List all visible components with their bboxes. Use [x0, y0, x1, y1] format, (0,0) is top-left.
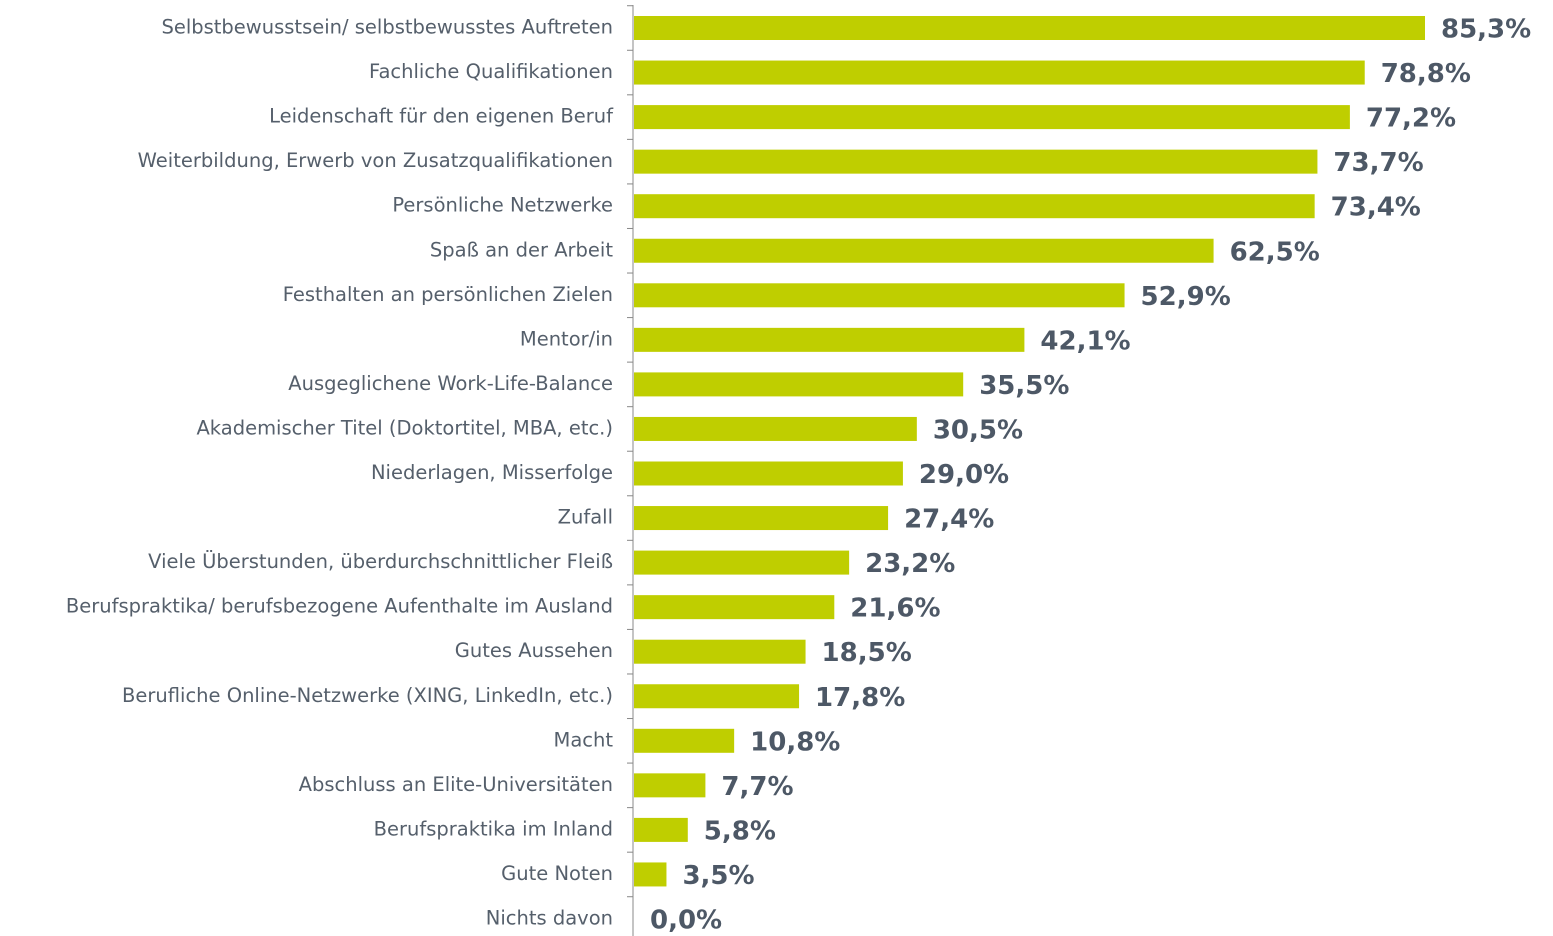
value-label: 10,8% [750, 727, 840, 757]
value-label: 77,2% [1366, 104, 1456, 134]
category-label: Weiterbildung, Erwerb von Zusatzqualifik… [138, 149, 613, 172]
bar [634, 773, 706, 798]
category-label: Spaß an der Arbeit [430, 238, 613, 261]
bar [634, 238, 1214, 263]
bar [634, 639, 806, 664]
bar [634, 60, 1365, 85]
category-label: Berufspraktika/ berufsbezogene Aufenthal… [66, 595, 613, 618]
bar [634, 595, 835, 620]
category-label: Viele Überstunden, überdurchschnittliche… [148, 550, 613, 573]
value-label: 27,4% [904, 505, 994, 535]
bar [634, 550, 850, 575]
value-label: 21,6% [850, 594, 940, 624]
category-label: Berufliche Online-Netzwerke (XING, Linke… [122, 684, 613, 707]
value-label: 23,2% [865, 549, 955, 579]
value-label: 7,7% [721, 772, 793, 802]
category-label: Nichts davon [486, 907, 613, 930]
bar [634, 817, 688, 842]
bar [634, 149, 1318, 174]
value-label: 73,7% [1333, 148, 1423, 178]
category-label: Gutes Aussehen [455, 639, 613, 662]
bar [634, 506, 889, 531]
category-label: Berufspraktika im Inland [374, 817, 613, 840]
bar [634, 728, 735, 753]
bar [634, 372, 964, 397]
bar [634, 105, 1350, 130]
value-label: 62,5% [1230, 237, 1320, 267]
value-label: 29,0% [919, 460, 1009, 490]
bar [634, 327, 1025, 352]
bar [634, 862, 667, 887]
category-label: Fachliche Qualifikationen [369, 60, 613, 83]
value-label: 78,8% [1381, 59, 1471, 89]
value-label: 35,5% [979, 371, 1069, 401]
value-label: 42,1% [1040, 326, 1130, 356]
category-label: Selbstbewusstsein/ selbstbewusstes Auftr… [161, 16, 613, 39]
category-label: Akademischer Titel (Doktortitel, MBA, et… [196, 416, 613, 439]
category-label: Leidenschaft für den eigenen Beruf [269, 105, 614, 128]
bar [634, 16, 1425, 40]
bar [634, 194, 1315, 219]
bar [634, 684, 800, 709]
bar [634, 461, 903, 486]
category-label: Zufall [558, 506, 613, 529]
category-label: Niederlagen, Misserfolge [371, 461, 613, 484]
category-label: Ausgeglichene Work-Life-Balance [288, 372, 613, 395]
value-label: 0,0% [650, 906, 722, 936]
category-label: Persönliche Netzwerke [392, 194, 613, 217]
category-label: Mentor/in [520, 327, 613, 350]
value-label: 5,8% [704, 816, 776, 846]
value-label: 30,5% [933, 415, 1023, 445]
value-label: 73,4% [1331, 193, 1421, 223]
bar [634, 283, 1125, 308]
category-label: Festhalten an persönlichen Zielen [283, 283, 613, 306]
value-label: 52,9% [1141, 282, 1231, 312]
category-label: Gute Noten [501, 862, 613, 885]
value-label: 17,8% [815, 683, 905, 713]
value-label: 85,3% [1441, 15, 1531, 45]
category-label: Macht [554, 728, 614, 751]
value-label: 18,5% [822, 638, 912, 668]
category-label: Abschluss an Elite-Universitäten [299, 773, 613, 796]
value-label: 3,5% [682, 861, 754, 891]
bar [634, 416, 917, 441]
